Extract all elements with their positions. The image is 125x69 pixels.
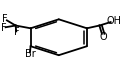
Text: OH: OH [106, 16, 121, 26]
Text: O: O [99, 32, 107, 42]
Text: F: F [1, 23, 6, 33]
Text: F: F [2, 14, 8, 24]
Text: F: F [14, 27, 20, 37]
Text: Br: Br [25, 49, 35, 59]
